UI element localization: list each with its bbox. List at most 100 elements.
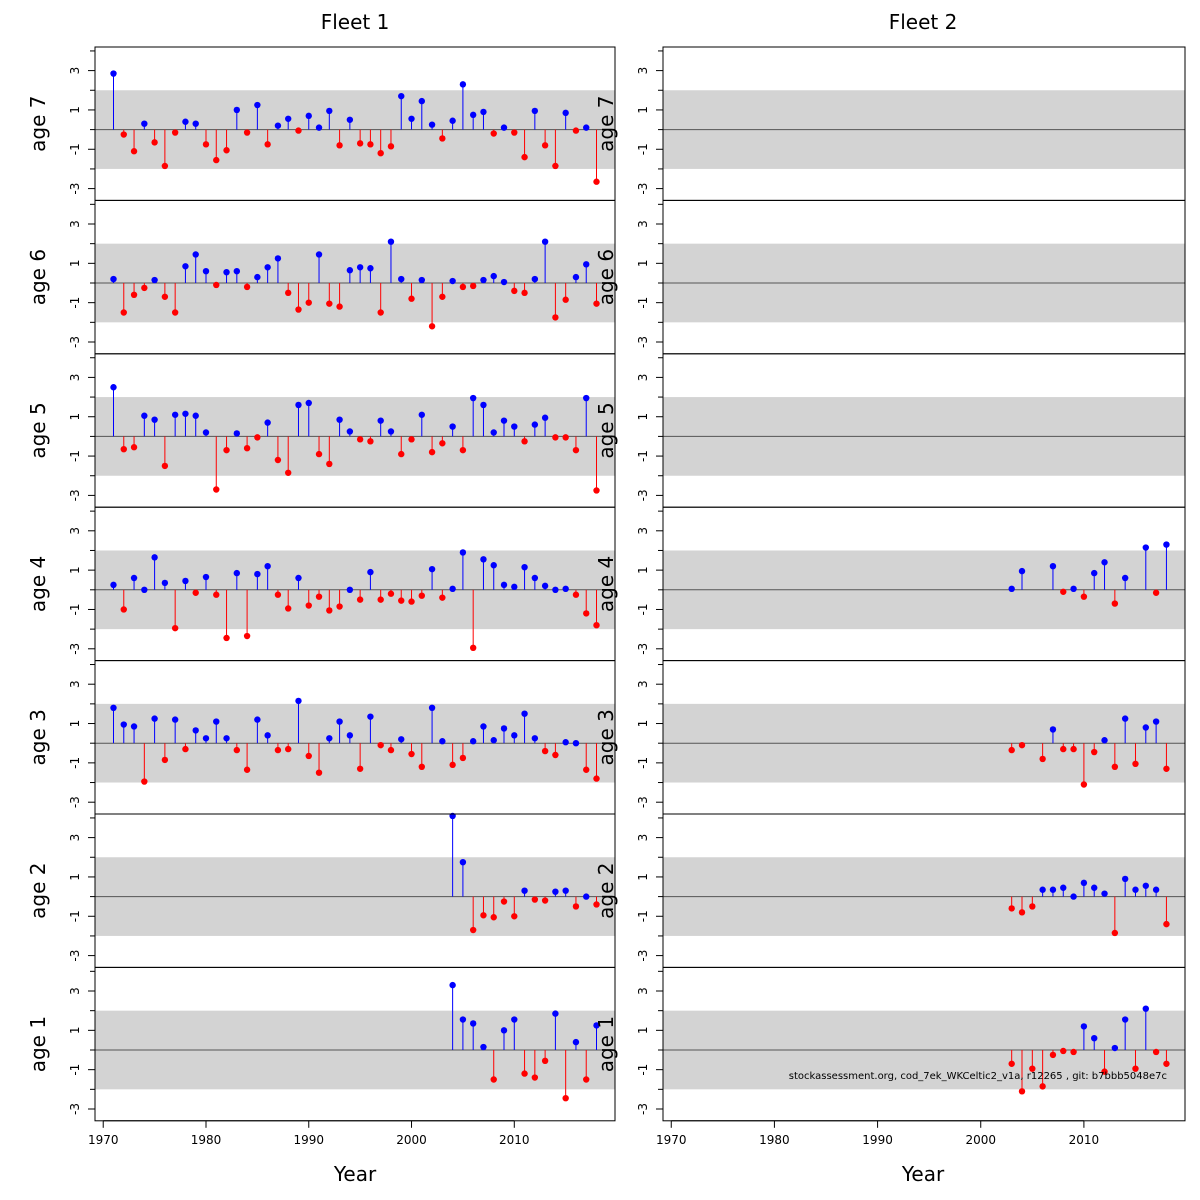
fleet-1-age-5-point-2015 [562,434,569,441]
fleet-1-age-4-point-1974 [141,586,148,593]
fleet-1-age-3-point-2009 [500,725,508,732]
fleet-1-age-6-point-1981 [213,281,220,289]
fleet-1-age-2-y-tick-label: 3 [68,834,82,842]
fleet-1-age-5-point-2007 [480,401,487,409]
fleet-2-age-4-point-2013 [1111,600,1119,607]
fleet-1-age-3-point-1991 [315,769,323,776]
fleet-1-age-2-point-2005 [459,858,467,866]
fleet-1-age-5-point-2016 [572,446,580,454]
fleet-1-age-1-point-2014 [552,1010,559,1017]
fleet-1-age-6-point-2001 [418,276,425,284]
fleet-1-age-7-point-2018 [593,178,600,185]
fleet-1-age-6-point-1975 [151,276,158,284]
fleet-2-age-2-point-2008 [1060,884,1067,891]
fleet-2-x-tick-label: 1980 [759,1133,790,1147]
fleet-1-age-2-point-2012 [531,896,539,903]
fleet-1-age-5-point-1981 [213,486,220,493]
fleet-1-age-6-point-1996 [367,265,374,272]
fleet-2-age-2-point-2010 [1080,879,1088,887]
fleet-2-age-2-y-tick-label: 1 [636,873,650,881]
fleet-1-age-5-point-2013 [541,414,549,421]
fleet-1-age-6-point-1997 [377,309,384,316]
fleet-1-age-7-point-2017 [583,124,590,131]
fleet-1-age-3-point-1986 [264,732,271,739]
fleet-1-age-3-point-2016 [572,740,580,747]
fleet-1-age-5-point-1980 [202,429,210,436]
fleet-1-age-2-point-2011 [521,887,528,894]
fleet-1-age-4-point-2013 [541,582,549,590]
fleet-1-age-1-point-2010 [511,1016,518,1023]
fleet-1-age-2-row-label: age 2 [26,863,50,919]
fleet-2-age-1-point-2012 [1101,1068,1108,1075]
fleet-2-age-4-point-2014 [1121,574,1129,582]
fleet-1-age-6-point-2018 [593,300,600,307]
fleet-1-age-6-point-1989 [295,306,302,313]
fleet-1-age-6-point-2007 [480,276,487,284]
fleet-2-age-1-point-2009 [1070,1048,1077,1056]
fleet-1-age-7-y-tick-label: 1 [68,106,82,114]
fleet-1-age-7-point-1976 [161,162,169,170]
fleet-1-age-5-y-tick-label: -1 [68,450,82,462]
fleet-1-age-7-row-label: age 7 [26,96,50,152]
fleet-1-age-4-point-2001 [418,592,425,599]
fleet-1-age-3-point-1990 [305,752,312,760]
fleet-2-age-2-row-label: age 2 [594,863,618,919]
fleet-1-age-6-point-2011 [521,289,528,297]
fleet-2-age-3-point-2018 [1163,765,1170,772]
fleet-1-age-4-point-1993 [336,603,343,610]
fleet-1-age-4-point-1971 [110,581,117,589]
fleet-1-age-3-point-2010 [511,732,518,739]
fleet-1-age-6-point-1992 [326,300,333,307]
fleet-1-age-5-point-1994 [346,428,354,435]
fleet-1-age-7-point-1984 [243,129,251,136]
fleet-1-age-5-point-1977 [171,411,179,418]
fleet-2-age-3-y-tick-label: 1 [636,720,650,728]
fleet-2-age-1-point-2015 [1132,1065,1139,1072]
fleet-1-age-5-point-1988 [285,469,292,476]
fleet-2-age-5-y-tick-label: -3 [636,489,650,501]
fleet-2-age-4-point-2008 [1060,588,1067,595]
fleet-1-age-7-point-1977 [171,129,179,136]
fleet-2-age-1-point-2007 [1049,1051,1057,1059]
fleet-2-age-4-row-label: age 4 [594,556,618,612]
fleet-2-x-tick-label: 1970 [656,1133,687,1147]
fleet-2-age-4-point-2018 [1163,541,1170,548]
fleet-1-age-5-point-1999 [398,450,405,458]
fleet-1-age-3-point-1988 [285,745,292,753]
fleet-1-age-2-point-2016 [572,903,580,910]
fleet-1-age-3-point-1975 [151,715,158,722]
fleet-1-age-5-point-2000 [408,436,415,443]
fleet-1-age-3-point-1979 [192,727,199,734]
fleet-2-age-2-point-2007 [1049,886,1057,893]
fleet-1-age-1-point-2006 [469,1020,477,1027]
fleet-2-x-tick-label: 2000 [965,1133,996,1147]
fleet-1-age-7-point-2007 [480,108,487,116]
fleet-1-age-4-point-2004 [449,585,456,593]
fleet-2-age-3-point-2008 [1060,745,1067,753]
fleet-1-age-4-point-1999 [398,597,405,604]
fleet-1-age-7-point-1980 [202,141,210,148]
fleet-2-age-1-point-2013 [1111,1044,1119,1052]
fleet-2-x-tick-label: 1990 [862,1133,893,1147]
fleet-1-age-5-point-2017 [583,394,590,402]
fleet-1-age-4-point-1990 [305,602,312,609]
fleet-1-age-7-point-2001 [418,97,425,105]
fleet-2-age-3-point-2009 [1070,745,1077,753]
fleet-2-age-3-point-2012 [1101,737,1108,744]
fleet-2-x-tick-label: 2010 [1069,1133,1100,1147]
fleet-2-age-3-point-2007 [1049,726,1057,733]
fleet-1-age-3-point-1971 [110,704,117,711]
fleet-2-age-4-point-2004 [1018,567,1026,575]
fleet-1-age-3-point-2018 [593,775,600,782]
fleet-1-age-4-point-1987 [274,591,282,598]
fleet-1-age-6-point-1980 [202,268,210,275]
fleet-1-age-6-point-1999 [398,275,405,283]
fleet-1-age-4-point-1977 [171,624,179,632]
fleet-1-age-1-point-2011 [521,1070,528,1077]
fleet-1-age-4-point-2002 [428,565,436,573]
fleet-1-age-4-point-1984 [243,632,251,640]
fleet-2-age-5-y-tick-label: -1 [636,450,650,462]
fleet-2-age-4-point-2010 [1080,593,1088,600]
fleet-1-age-6-point-2005 [459,283,467,291]
fleet-1-age-6-point-1985 [254,273,261,281]
